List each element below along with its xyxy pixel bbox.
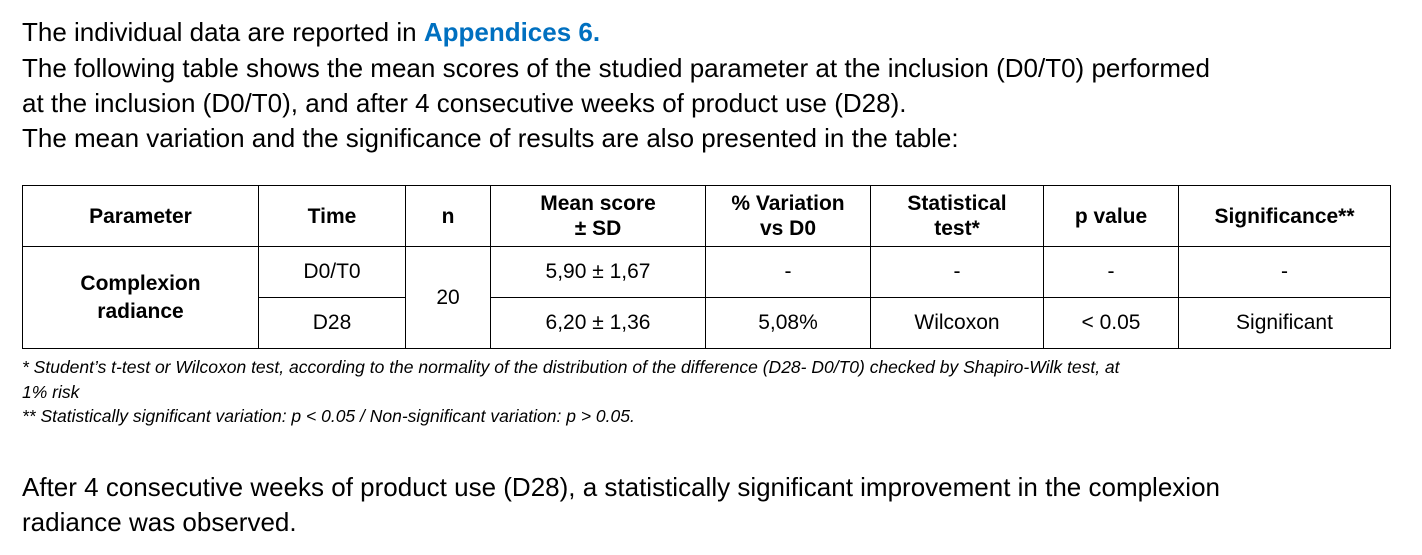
cell: Significant xyxy=(1178,297,1391,349)
conclusion-line: After 4 consecutive weeks of product use… xyxy=(22,472,1220,502)
cell: D0/T0 xyxy=(258,246,406,298)
conclusion-line: radiance was observed. xyxy=(22,507,297,537)
header-text: p value xyxy=(1074,204,1148,228)
header-cell: n xyxy=(405,185,491,247)
paragraph-line: The following table shows the mean score… xyxy=(22,53,1210,83)
cell: - xyxy=(1043,246,1179,298)
header-row: Parameter Time n Mean score ± SD % Variat… xyxy=(22,185,1391,247)
cell: Wilcoxon xyxy=(870,297,1044,349)
header-text: Statistical xyxy=(907,192,1007,215)
table-row: Complexion radiance D0/T0 20 5,90 ± 1,67 … xyxy=(22,246,1391,349)
footnote: * Student’s t-test or Wilcoxon test, acc… xyxy=(22,357,1120,377)
header-cell: Significance** xyxy=(1178,185,1391,247)
intro-line: The individual data are reported in Appe… xyxy=(22,15,600,49)
header-text: % Variation xyxy=(731,192,845,215)
table-row: D28 6,20 ± 1,36 5,08% Wilcoxon < 0.05 Si… xyxy=(23,297,1391,349)
header-cell: Parameter xyxy=(22,185,259,247)
header-cell: p value xyxy=(1043,185,1179,247)
footnote: ** Statistically significant variation: … xyxy=(22,406,635,426)
cell: 5,90 ± 1,67 xyxy=(490,246,706,298)
parameter-text: radiance xyxy=(97,299,184,323)
header-cell: Time xyxy=(258,185,406,247)
header-text: Time xyxy=(307,204,357,228)
header-cell: Statistical test* xyxy=(870,185,1044,247)
cell: 5,08% xyxy=(705,297,871,349)
cell: < 0.05 xyxy=(1043,297,1179,349)
parameter-cell: Complexion radiance xyxy=(22,246,259,349)
appendix-link[interactable]: Appendices 6 xyxy=(423,17,593,47)
header-text: Significance** xyxy=(1214,204,1355,228)
cell: - xyxy=(705,246,871,298)
cell: - xyxy=(870,246,1044,298)
footnote: 1% risk xyxy=(22,382,80,402)
intro-text: The individual data are reported in xyxy=(22,17,424,47)
parameter-text: Complexion xyxy=(80,271,201,295)
header-text: Parameter xyxy=(89,204,192,228)
cell: 20 xyxy=(405,246,491,349)
header-cell: % Variation vs D0 xyxy=(705,185,871,247)
paragraph-line: The mean variation and the significance … xyxy=(22,123,959,153)
header-cell: Mean score ± SD xyxy=(490,185,706,247)
header-text: ± SD xyxy=(574,217,622,240)
header-text: n xyxy=(441,204,455,228)
paragraph-line: at the inclusion (D0/T0), and after 4 co… xyxy=(22,88,907,118)
header-text: test* xyxy=(934,217,980,240)
intro-end: . xyxy=(592,17,601,47)
results-table: Parameter Time n Mean score ± SD % Variat… xyxy=(22,185,1391,349)
cell: D28 xyxy=(258,297,406,349)
cell: 6,20 ± 1,36 xyxy=(490,297,706,349)
cell: - xyxy=(1178,246,1391,298)
header-text: Mean score xyxy=(540,192,656,215)
header-text: vs D0 xyxy=(759,217,817,240)
